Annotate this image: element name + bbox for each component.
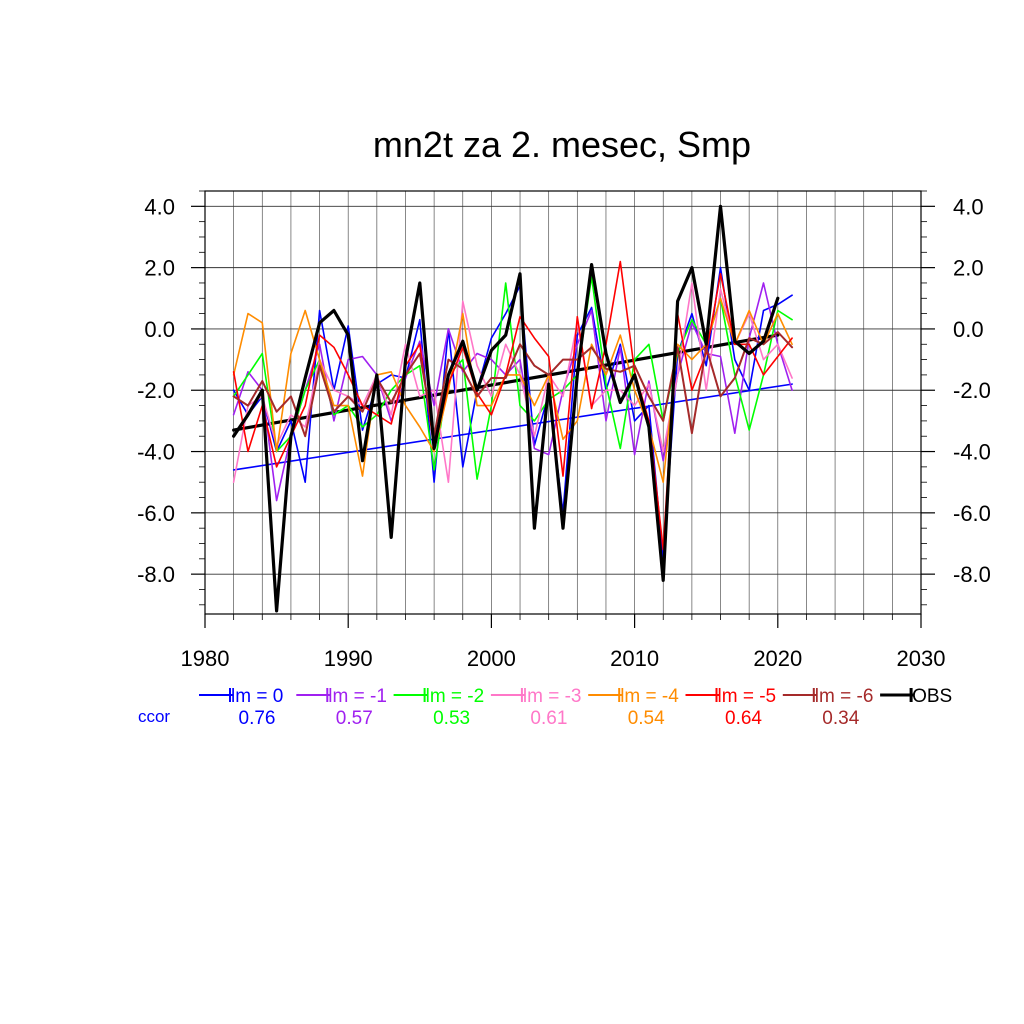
legend-label: lm = -2 (426, 686, 485, 707)
series-line-lm-5 (232, 260, 793, 551)
legend-label: lm = -1 (328, 686, 387, 707)
legend-item: lm = -50.64 (685, 686, 777, 729)
y-tick-label-left: -6.0 (137, 501, 175, 526)
x-tick-label: 2010 (610, 646, 659, 671)
axis-ticks (191, 190, 935, 628)
y-tick-label-left: 2.0 (144, 256, 175, 281)
y-tick-label-left: -2.0 (137, 378, 175, 403)
x-tick-label: 1980 (181, 646, 230, 671)
trend-lines (232, 333, 793, 471)
x-tick-label: 1990 (324, 646, 373, 671)
y-tick-label-right: -8.0 (953, 562, 991, 587)
legend-item: lm = -10.57 (296, 686, 387, 729)
legend-ccor-value: 0.76 (239, 708, 276, 729)
legend-label: lm = -4 (620, 686, 679, 707)
grid (204, 191, 922, 614)
legend-label: lm = -3 (523, 686, 582, 707)
legend-ccor-value: 0.53 (433, 708, 470, 729)
series-line-lm-4 (232, 297, 793, 484)
x-tick-label: 2020 (753, 646, 802, 671)
legend-item: lm = -60.34 (782, 686, 874, 729)
legend-ccor-value: 0.57 (336, 708, 373, 729)
y-tick-label-left: -4.0 (137, 440, 175, 465)
legend-ccor-value: 0.64 (725, 708, 762, 729)
legend-label: lm = 0 (231, 686, 283, 707)
x-tick-label: 2030 (897, 646, 946, 671)
series-lines (232, 204, 794, 613)
x-tick-label: 2000 (467, 646, 516, 671)
legend-ccor-value: 0.54 (628, 708, 665, 729)
legend-ccor-value: 0.61 (530, 708, 567, 729)
tick-labels: 1980 1990 2000 2010 2020 2030 4.0 4.0 2.0 2.0 0.0 0… (137, 194, 991, 671)
chart-title: mn2t za 2. mesec, Smp (373, 124, 751, 165)
y-tick-label-left: 4.0 (144, 194, 175, 219)
y-tick-label-left: -8.0 (137, 562, 175, 587)
legend-item: lm = -40.54 (588, 686, 679, 729)
legend-item: OBS (880, 686, 952, 707)
series-line-obs (232, 204, 780, 613)
trend-line-lm-0 (232, 383, 793, 471)
legend-item: lm = 00.76 (199, 686, 283, 729)
legend-label: lm = -6 (815, 686, 874, 707)
trend-line-obs (232, 333, 780, 432)
y-tick-label-right: 2.0 (953, 256, 984, 281)
legend-ccor-label: ccor (138, 707, 170, 726)
legend-label: lm = -5 (718, 686, 777, 707)
y-tick-label-right: -4.0 (953, 440, 991, 465)
y-tick-label-right: 0.0 (953, 317, 984, 342)
y-tick-label-left: 0.0 (144, 317, 175, 342)
series-line-lm-6 (232, 331, 794, 438)
y-tick-label-right: -2.0 (953, 378, 991, 403)
legend-item: lm = -20.53 (393, 686, 485, 729)
y-tick-label-right: 4.0 (953, 194, 984, 219)
plot-frame (204, 190, 922, 615)
y-tick-label-right: -6.0 (953, 501, 991, 526)
legend-ccor-value: 0.34 (822, 708, 859, 729)
legend-item: lm = -30.61 (490, 686, 582, 729)
legend-label: OBS (912, 686, 952, 707)
